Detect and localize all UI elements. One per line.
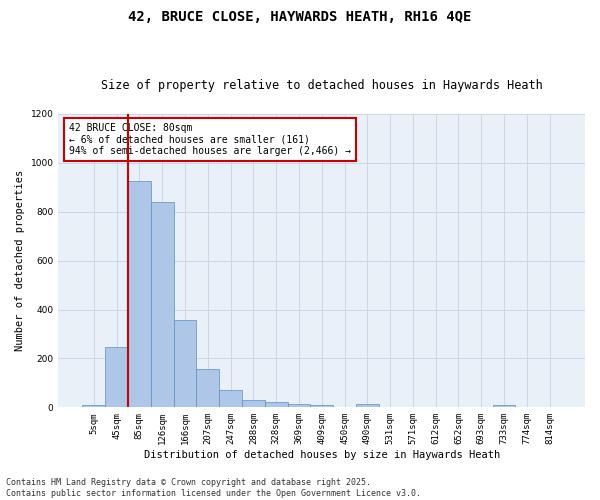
Bar [105,347,128,408]
X-axis label: Distribution of detached houses by size in Haywards Heath: Distribution of detached houses by size … [143,450,500,460]
Bar [196,368,219,408]
Bar [128,182,151,408]
Bar [242,400,265,407]
Bar [219,390,242,407]
Bar [151,202,173,408]
Bar [356,404,379,407]
Title: Size of property relative to detached houses in Haywards Heath: Size of property relative to detached ho… [101,79,542,92]
Bar [379,406,401,408]
Y-axis label: Number of detached properties: Number of detached properties [15,170,25,352]
Text: Contains HM Land Registry data © Crown copyright and database right 2025.
Contai: Contains HM Land Registry data © Crown c… [6,478,421,498]
Bar [287,404,310,407]
Bar [310,405,333,407]
Text: 42 BRUCE CLOSE: 80sqm
← 6% of detached houses are smaller (161)
94% of semi-deta: 42 BRUCE CLOSE: 80sqm ← 6% of detached h… [69,123,351,156]
Bar [265,402,287,407]
Text: 42, BRUCE CLOSE, HAYWARDS HEATH, RH16 4QE: 42, BRUCE CLOSE, HAYWARDS HEATH, RH16 4Q… [128,10,472,24]
Bar [173,320,196,408]
Bar [493,406,515,407]
Bar [82,406,105,407]
